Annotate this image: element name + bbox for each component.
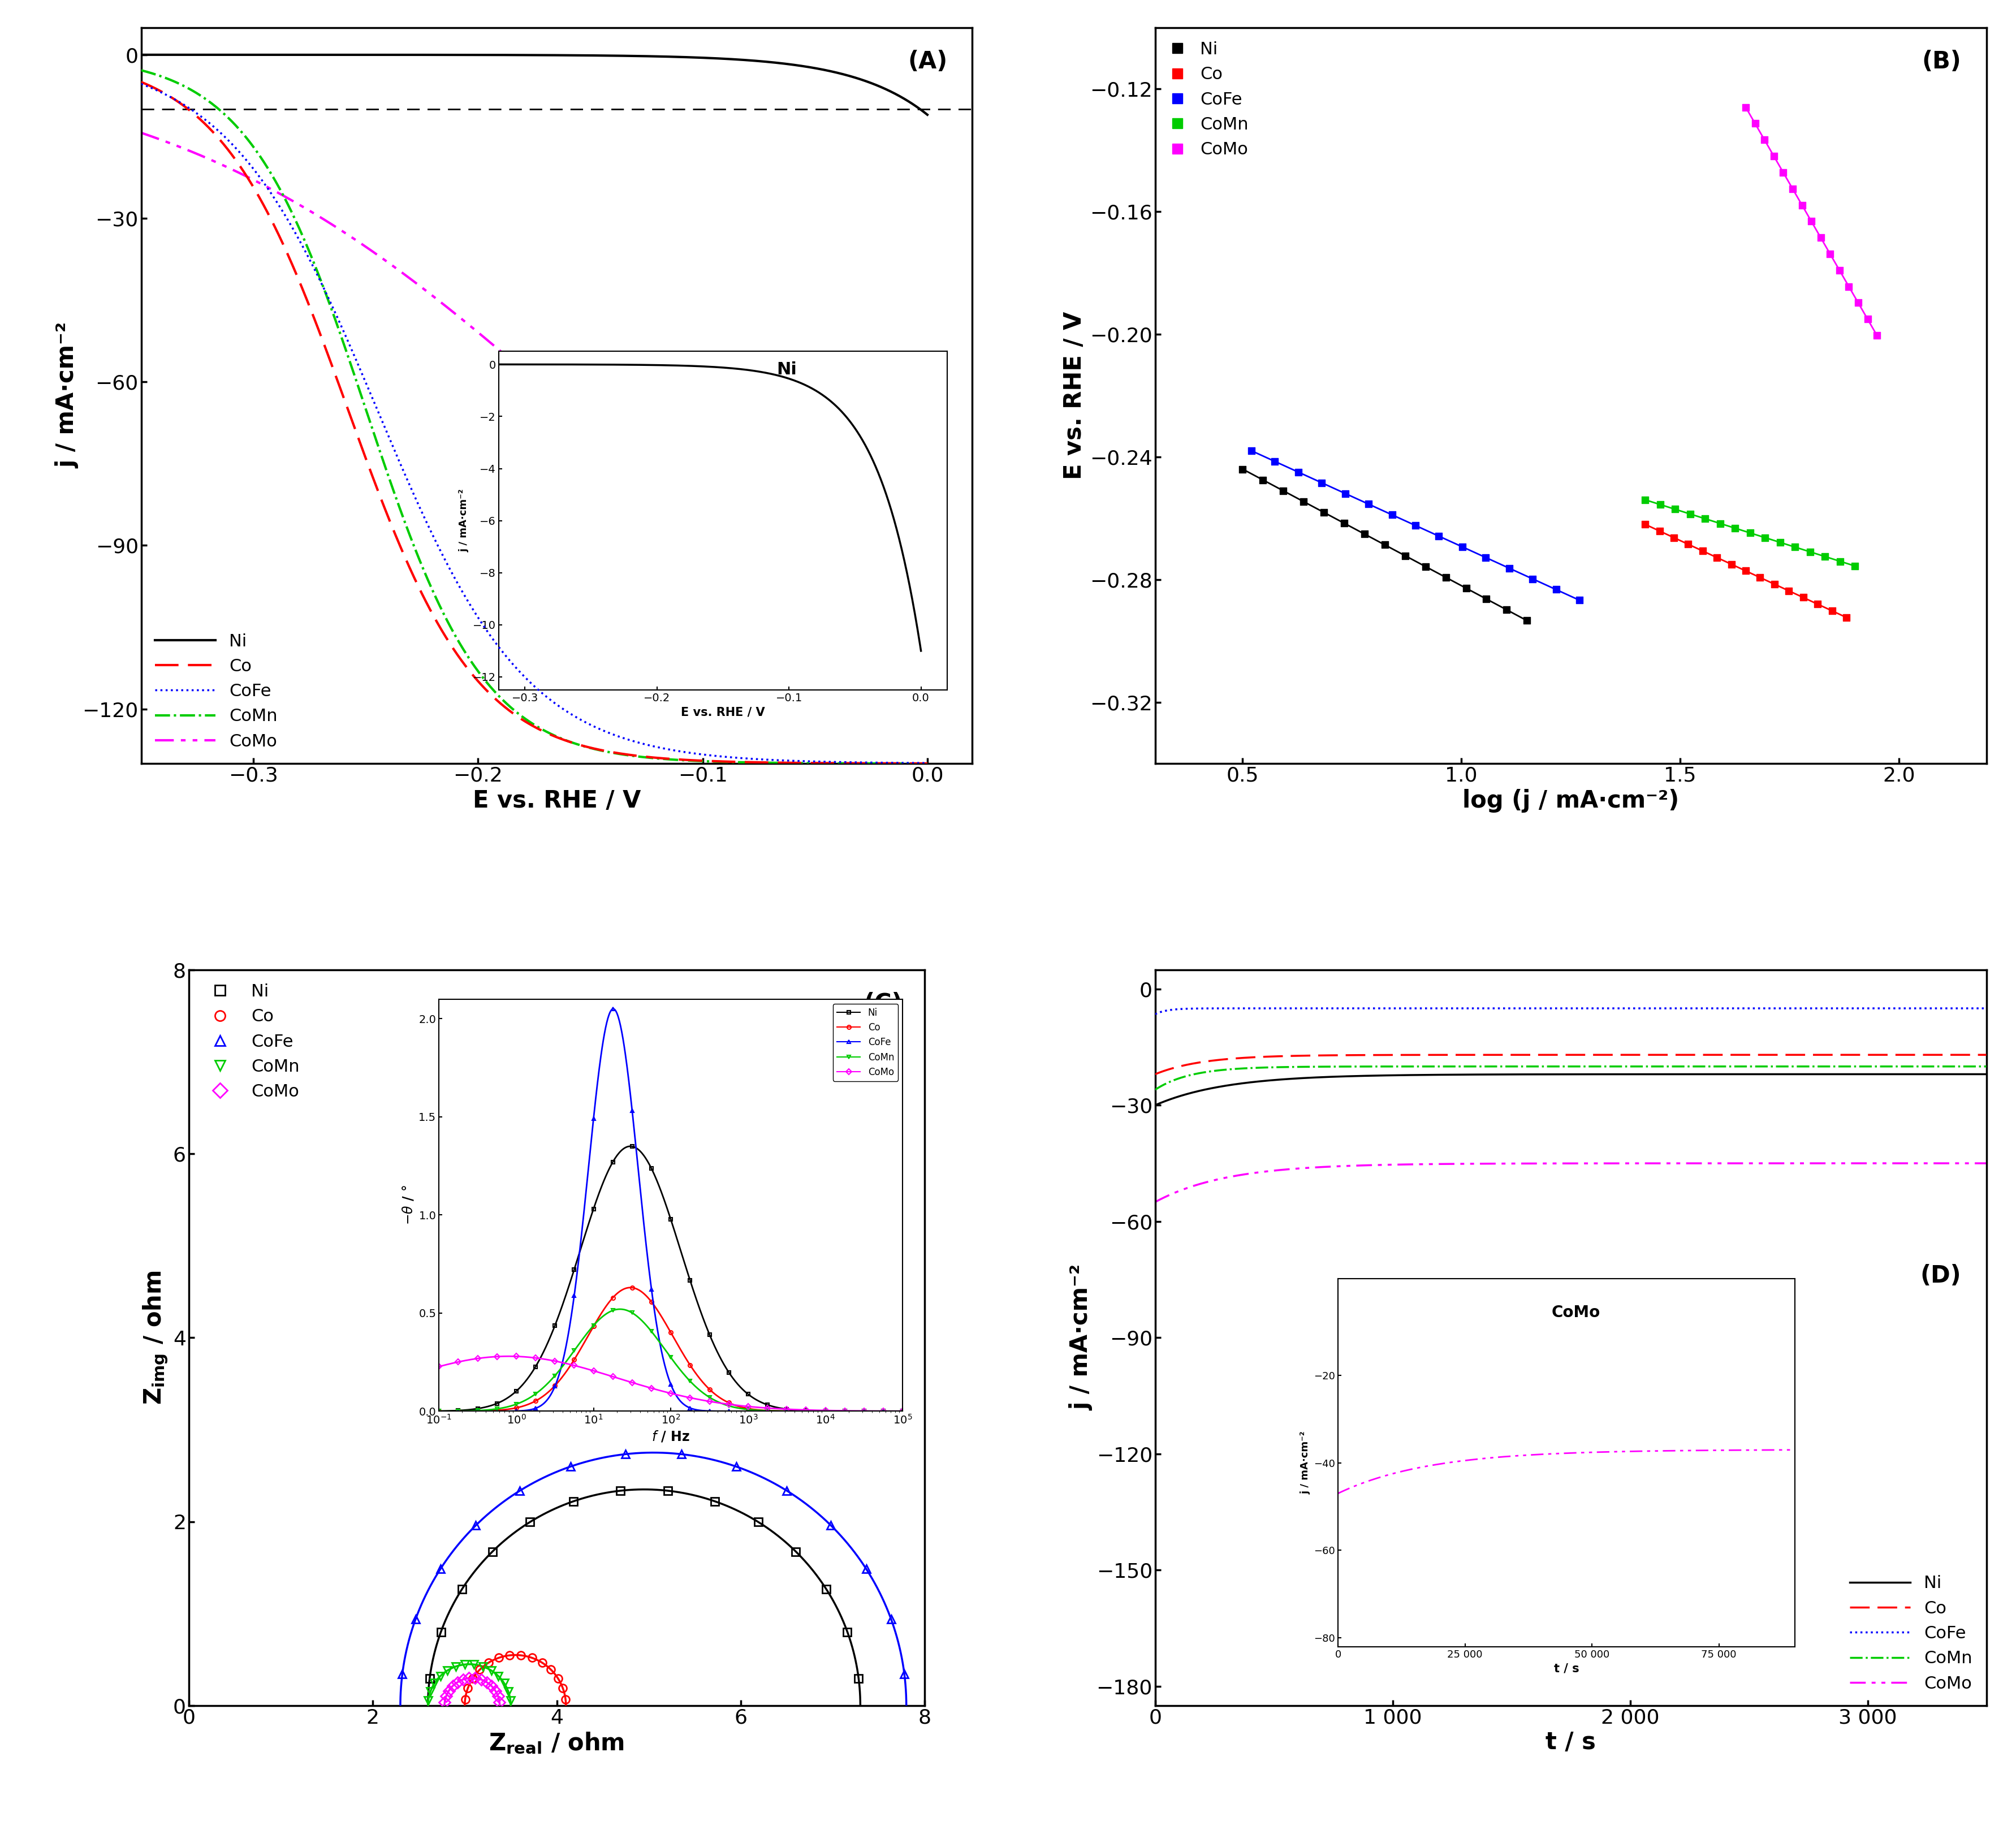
Point xyxy=(1794,207,1826,237)
Point xyxy=(1445,532,1478,561)
Point xyxy=(1718,514,1750,543)
Point xyxy=(1804,224,1837,253)
Point xyxy=(1629,486,1661,515)
Legend: Ni, Co, CoFe, CoMn, CoMo: Ni, Co, CoFe, CoMn, CoMo xyxy=(1163,37,1254,163)
Point xyxy=(1685,536,1718,565)
Point xyxy=(1266,477,1298,506)
X-axis label: $\mathbf{Z_{real}}$ / ohm: $\mathbf{Z_{real}}$ / ohm xyxy=(488,1731,625,1755)
Point xyxy=(1704,508,1736,537)
Point xyxy=(1423,521,1456,550)
Point xyxy=(1808,541,1841,570)
Y-axis label: j / mA·cm⁻²: j / mA·cm⁻² xyxy=(1068,1265,1093,1410)
Point xyxy=(1450,574,1482,603)
Point xyxy=(1369,530,1401,559)
Point xyxy=(1540,574,1572,603)
Point xyxy=(1861,321,1893,350)
Point xyxy=(1349,519,1381,548)
Point xyxy=(1282,457,1314,486)
Text: (A): (A) xyxy=(907,50,948,73)
Point xyxy=(1236,436,1268,466)
Y-axis label: j / mA·cm⁻²: j / mA·cm⁻² xyxy=(54,323,79,468)
Point xyxy=(1286,486,1318,515)
Point xyxy=(1822,547,1855,576)
Point xyxy=(1562,585,1595,614)
Point xyxy=(1516,565,1548,594)
Point xyxy=(1758,570,1790,600)
Point xyxy=(1389,541,1421,570)
X-axis label: E vs. RHE / V: E vs. RHE / V xyxy=(472,789,641,812)
Point xyxy=(1226,455,1258,484)
Point xyxy=(1738,108,1770,138)
Point xyxy=(1786,191,1818,220)
Point xyxy=(1470,543,1502,572)
Point xyxy=(1671,530,1704,559)
Legend: Ni, Co, CoFe, CoMn, CoMo: Ni, Co, CoFe, CoMn, CoMo xyxy=(149,627,282,756)
X-axis label: log (j / mA·cm⁻²): log (j / mA·cm⁻²) xyxy=(1462,789,1679,812)
Point xyxy=(1492,554,1524,583)
Point xyxy=(1716,550,1748,580)
Point xyxy=(1730,92,1762,121)
Legend: Ni, Co, CoFe, CoMn, CoMo: Ni, Co, CoFe, CoMn, CoMo xyxy=(198,978,304,1106)
Point xyxy=(1748,523,1780,552)
Point xyxy=(1734,519,1766,548)
Point xyxy=(1730,556,1762,585)
Text: (D): (D) xyxy=(1919,1264,1962,1287)
Point xyxy=(1699,543,1732,572)
Point xyxy=(1409,552,1441,581)
Point xyxy=(1673,499,1706,528)
Point xyxy=(1689,504,1722,534)
Point xyxy=(1258,447,1290,477)
Point xyxy=(1786,583,1818,613)
Text: (C): (C) xyxy=(863,992,903,1016)
Y-axis label: $\mathbf{Z_{img}}$ / ohm: $\mathbf{Z_{img}}$ / ohm xyxy=(141,1271,169,1405)
Point xyxy=(1814,238,1847,268)
Point xyxy=(1748,125,1780,154)
Legend: Ni, Co, CoFe, CoMn, CoMo: Ni, Co, CoFe, CoMn, CoMo xyxy=(1845,1570,1978,1696)
Point xyxy=(1822,255,1855,284)
Point xyxy=(1308,497,1341,526)
Point xyxy=(1429,563,1462,592)
Point xyxy=(1758,141,1790,171)
Point xyxy=(1794,537,1826,567)
Point xyxy=(1833,271,1865,301)
X-axis label: t / s: t / s xyxy=(1544,1731,1595,1755)
Point xyxy=(1329,479,1361,508)
Y-axis label: E vs. RHE / V: E vs. RHE / V xyxy=(1062,312,1087,481)
Point xyxy=(1766,158,1798,187)
Point xyxy=(1657,523,1689,552)
Point xyxy=(1329,508,1361,537)
Point xyxy=(1744,563,1776,592)
Point xyxy=(1375,501,1407,530)
Point xyxy=(1399,512,1431,541)
Point xyxy=(1470,585,1502,614)
Point xyxy=(1643,490,1675,519)
Point xyxy=(1764,528,1796,558)
Point xyxy=(1841,288,1873,317)
Point xyxy=(1510,605,1542,635)
Point xyxy=(1800,589,1833,618)
Point xyxy=(1776,174,1808,204)
Point xyxy=(1629,510,1661,539)
Point xyxy=(1814,596,1847,625)
Point xyxy=(1353,490,1385,519)
Point xyxy=(1643,517,1675,547)
Point xyxy=(1304,468,1337,497)
Point xyxy=(1490,594,1522,624)
Point xyxy=(1246,466,1278,495)
Point xyxy=(1851,304,1883,334)
Text: (B): (B) xyxy=(1921,50,1962,73)
Point xyxy=(1831,603,1863,633)
Point xyxy=(1659,495,1691,525)
Point xyxy=(1839,552,1871,581)
Point xyxy=(1778,532,1810,561)
Point xyxy=(1772,576,1804,605)
